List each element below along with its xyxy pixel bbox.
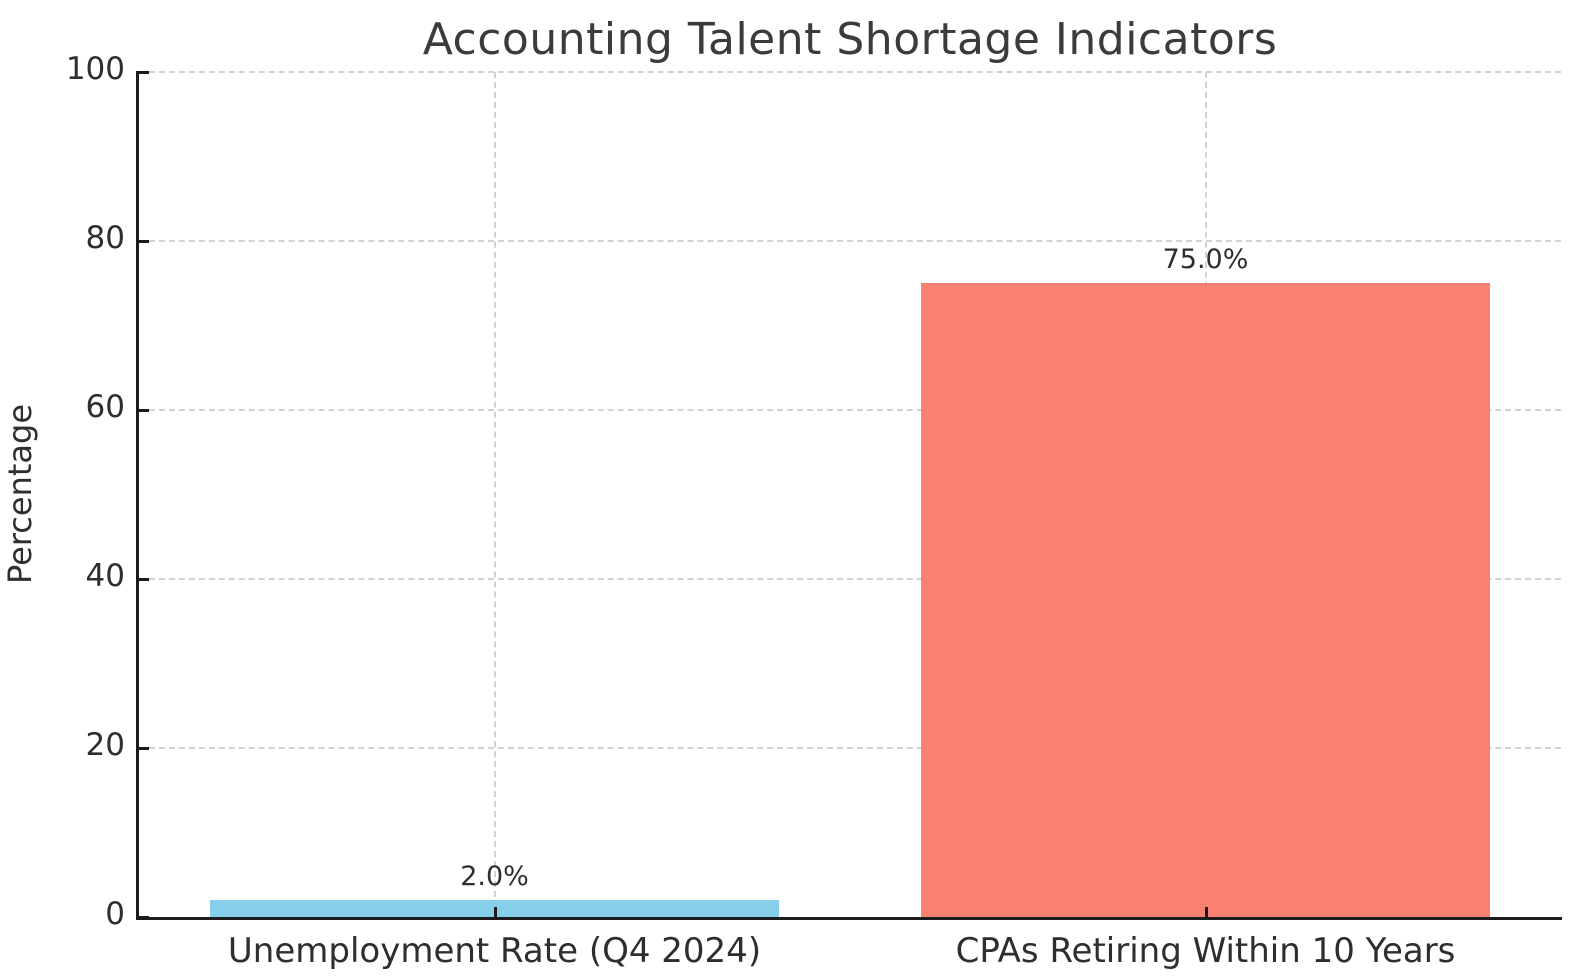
x-axis-spine [136, 917, 1562, 920]
bar-1 [921, 283, 1490, 917]
y-gridline [139, 409, 1561, 411]
bar-value-label: 2.0% [460, 861, 529, 893]
bar-value-label: 75.0% [1162, 244, 1249, 276]
x-tick-mark [1204, 907, 1208, 917]
y-tick-mark [139, 578, 149, 581]
x-gridline [493, 72, 496, 917]
y-gridline [139, 71, 1561, 73]
y-tick-label: 20 [85, 727, 125, 763]
x-tick-mark [493, 907, 497, 917]
y-tick-mark [139, 747, 149, 750]
y-tick-label: 0 [105, 896, 125, 932]
y-tick-mark [139, 240, 149, 243]
y-gridline [139, 240, 1561, 242]
y-gridline [139, 747, 1561, 749]
y-tick-label: 60 [85, 389, 125, 425]
y-axis-label: Percentage [1, 403, 39, 585]
x-tick-label: Unemployment Rate (Q4 2024) [227, 931, 762, 971]
y-tick-label: 80 [85, 220, 125, 256]
x-tick-label: CPAs Retiring Within 10 Years [955, 931, 1456, 971]
y-tick-mark [139, 71, 149, 74]
y-axis-spine [136, 71, 139, 920]
plot-area: 2.0% 75.0% [139, 71, 1561, 919]
y-tick-mark [139, 409, 149, 412]
chart-title: Accounting Talent Shortage Indicators [422, 14, 1278, 65]
y-tick-label: 100 [65, 51, 125, 87]
y-tick-label: 40 [85, 558, 125, 594]
y-gridline [139, 578, 1561, 580]
